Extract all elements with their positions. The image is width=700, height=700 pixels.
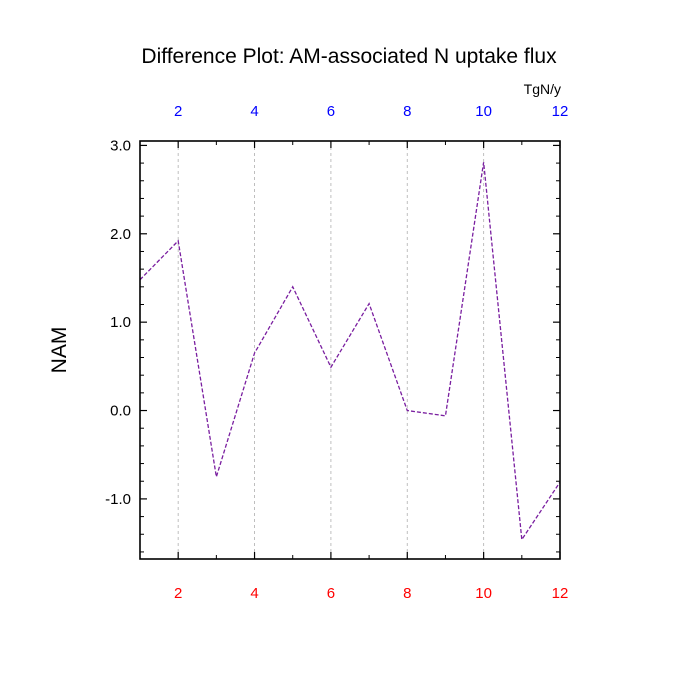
- chart-title: Difference Plot: AM-associated N uptake …: [141, 45, 557, 68]
- plot-frame: [139, 140, 561, 560]
- x-tick-label-top: 4: [250, 103, 258, 120]
- y-tick-label: 0.0: [110, 403, 131, 420]
- units-label: TgN/y: [524, 81, 561, 97]
- y-tick-label: -1.0: [105, 491, 131, 508]
- x-tick-label-top: 2: [174, 103, 182, 120]
- axis-ticks: [139, 141, 561, 559]
- series-line: [139, 162, 561, 542]
- x-tick-label-bottom: 10: [475, 585, 492, 602]
- x-tick-label-bottom: 8: [403, 585, 411, 602]
- y-tick-label: 3.0: [110, 137, 131, 154]
- x-tick-label-top: 12: [552, 103, 569, 120]
- x-tick-label-bottom: 6: [327, 585, 335, 602]
- x-tick-label-top: 10: [475, 103, 492, 120]
- y-tick-label: 2.0: [110, 226, 131, 243]
- y-tick-label: 1.0: [110, 314, 131, 331]
- x-tick-label-bottom: 12: [552, 585, 569, 602]
- data-series: [139, 162, 561, 542]
- tick-labels: 2 2 4 4 6 6 8 8 10 10 12 12 3.0 2.0 1.0 0.0 -1.0: [105, 103, 568, 602]
- y-axis-label: NAM: [48, 327, 71, 374]
- x-tick-label-bottom: 2: [174, 585, 182, 602]
- x-tick-label-bottom: 4: [250, 585, 258, 602]
- x-tick-label-top: 6: [327, 103, 335, 120]
- x-tick-label-top: 8: [403, 103, 411, 120]
